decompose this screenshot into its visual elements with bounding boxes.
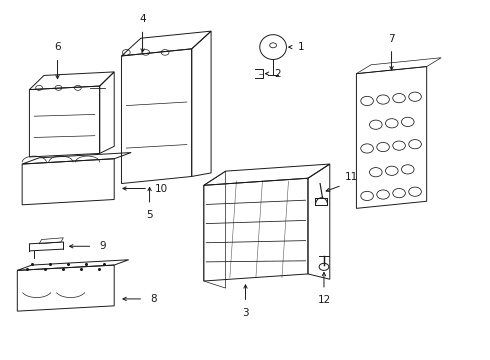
Text: 5: 5 xyxy=(146,210,153,220)
Text: 8: 8 xyxy=(150,294,157,304)
Text: 12: 12 xyxy=(318,295,331,305)
Text: 2: 2 xyxy=(274,69,281,79)
Text: 3: 3 xyxy=(242,307,249,318)
Text: 6: 6 xyxy=(54,42,61,53)
Text: 9: 9 xyxy=(99,241,106,251)
Text: 4: 4 xyxy=(139,14,146,24)
Text: 10: 10 xyxy=(154,184,168,194)
Text: 7: 7 xyxy=(388,33,395,44)
Text: 1: 1 xyxy=(297,42,304,52)
Text: 11: 11 xyxy=(345,172,358,182)
